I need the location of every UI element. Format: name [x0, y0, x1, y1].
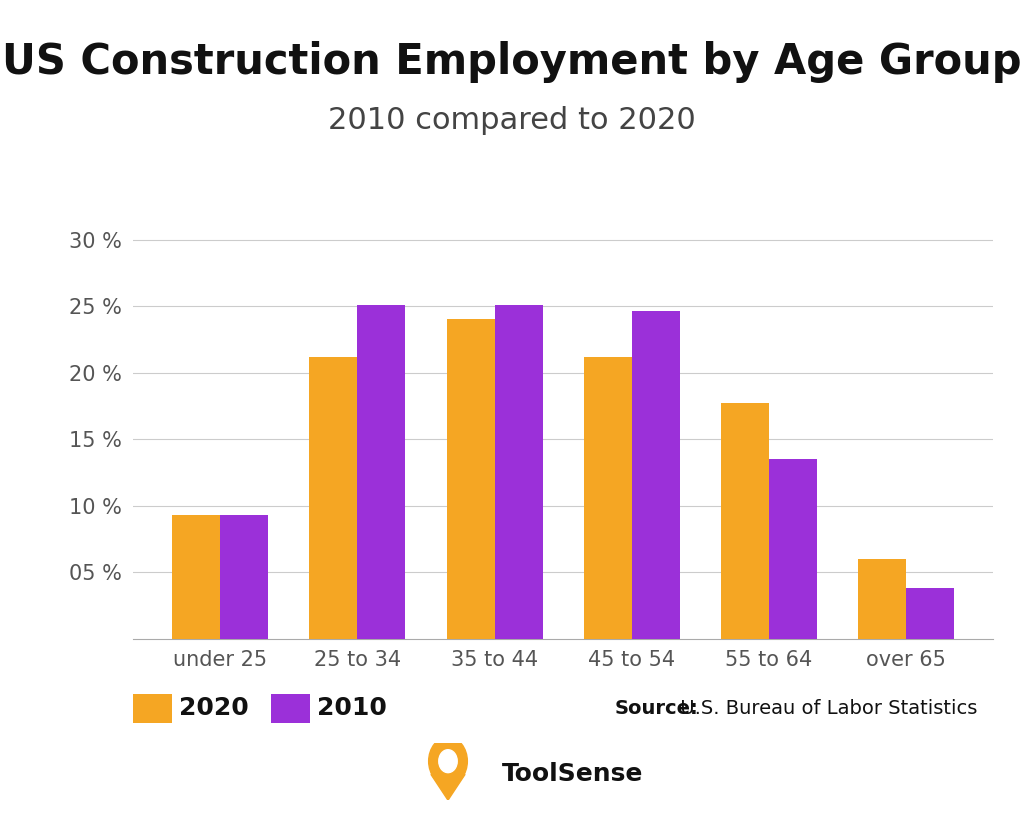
Bar	[495, 305, 543, 639]
Bar	[220, 515, 268, 639]
Text: 2020: 2020	[179, 696, 249, 721]
Text: US Construction Employment by Age Group: US Construction Employment by Age Group	[2, 41, 1022, 83]
Text: 2010: 2010	[317, 696, 387, 721]
Text: U.S. Bureau of Labor Statistics: U.S. Bureau of Labor Statistics	[674, 699, 977, 718]
Bar	[446, 319, 495, 639]
Text: ToolSense: ToolSense	[502, 762, 643, 786]
Bar	[584, 357, 632, 639]
Bar	[632, 311, 680, 639]
Circle shape	[429, 737, 467, 785]
Bar	[769, 459, 817, 639]
Bar	[858, 559, 906, 639]
Text: Source:: Source:	[614, 699, 698, 718]
Circle shape	[438, 749, 457, 772]
Bar	[357, 305, 406, 639]
Bar	[172, 515, 220, 639]
Bar	[721, 403, 769, 639]
Bar	[309, 357, 357, 639]
Text: 2010 compared to 2020: 2010 compared to 2020	[328, 106, 696, 135]
Bar	[906, 588, 954, 639]
Polygon shape	[431, 775, 465, 800]
